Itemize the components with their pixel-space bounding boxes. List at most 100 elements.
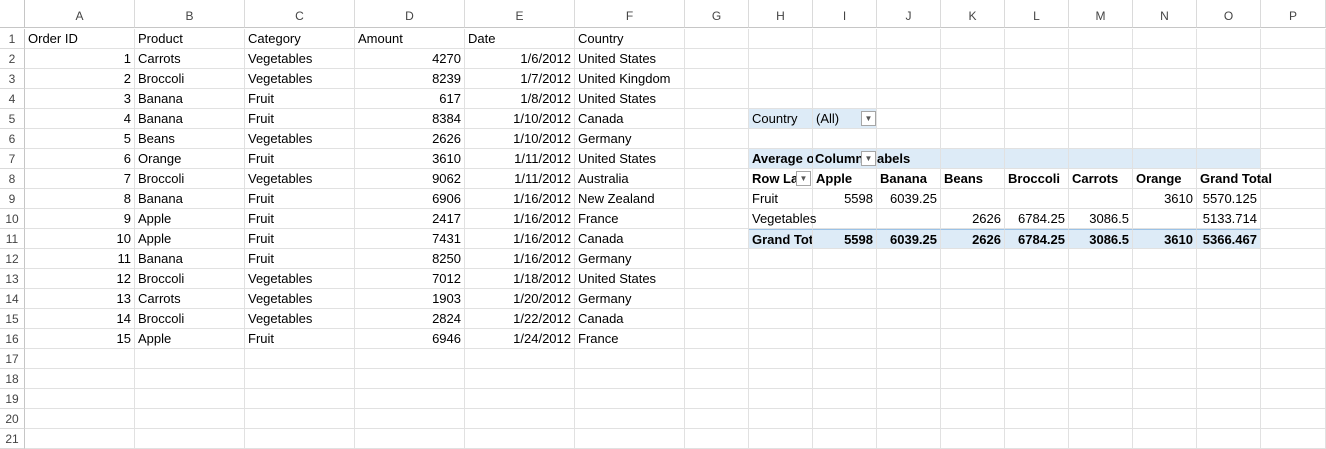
cell[interactable] <box>813 89 877 109</box>
cell[interactable] <box>941 129 1005 149</box>
cell[interactable] <box>749 389 813 409</box>
cell[interactable] <box>813 269 877 289</box>
table-cell[interactable]: 1/24/2012 <box>465 329 575 349</box>
table-cell[interactable]: United States <box>575 269 685 289</box>
cell[interactable] <box>1133 89 1197 109</box>
table-header-cell[interactable]: Amount <box>355 29 465 49</box>
cell[interactable] <box>749 289 813 309</box>
pivot-grand-total-label[interactable]: Grand Tot <box>749 229 813 249</box>
table-cell[interactable]: 1/16/2012 <box>465 189 575 209</box>
cell[interactable] <box>877 269 941 289</box>
cell[interactable] <box>1005 89 1069 109</box>
cell[interactable] <box>465 409 575 429</box>
cell[interactable] <box>1197 389 1261 409</box>
cell[interactable] <box>465 429 575 449</box>
cell[interactable] <box>749 369 813 389</box>
cell[interactable] <box>877 89 941 109</box>
cell[interactable] <box>685 269 749 289</box>
column-header-k[interactable]: K <box>941 0 1005 28</box>
cell[interactable] <box>1069 329 1133 349</box>
cell[interactable] <box>1197 289 1261 309</box>
cell[interactable] <box>877 249 941 269</box>
cell[interactable] <box>1069 389 1133 409</box>
cell[interactable] <box>355 349 465 369</box>
table-cell[interactable]: Vegetables <box>245 269 355 289</box>
cell[interactable] <box>941 89 1005 109</box>
pivot-column-header[interactable]: Grand Total <box>1197 169 1272 189</box>
cell[interactable] <box>465 349 575 369</box>
cell[interactable] <box>1197 409 1261 429</box>
cell[interactable] <box>1197 309 1261 329</box>
cell[interactable] <box>813 389 877 409</box>
cell[interactable] <box>1133 249 1197 269</box>
cell[interactable] <box>685 169 749 189</box>
cell[interactable] <box>1005 49 1069 69</box>
cell[interactable] <box>1069 309 1133 329</box>
cell[interactable] <box>813 69 877 89</box>
cell[interactable] <box>685 49 749 69</box>
table-cell[interactable]: 1/16/2012 <box>465 229 575 249</box>
table-cell[interactable]: 1/10/2012 <box>465 109 575 129</box>
cell[interactable] <box>1005 369 1069 389</box>
cell[interactable] <box>685 389 749 409</box>
cell[interactable] <box>1069 249 1133 269</box>
cell[interactable] <box>813 249 877 269</box>
table-cell[interactable]: Broccoli <box>135 269 245 289</box>
cell[interactable] <box>245 349 355 369</box>
cell[interactable] <box>1133 369 1197 389</box>
table-cell[interactable]: Beans <box>135 129 245 149</box>
select-all-corner[interactable] <box>0 0 25 28</box>
cell[interactable] <box>1197 109 1261 129</box>
cell[interactable] <box>941 369 1005 389</box>
cell[interactable] <box>1005 429 1069 449</box>
table-cell[interactable]: Australia <box>575 169 685 189</box>
column-header-o[interactable]: O <box>1197 0 1261 28</box>
table-cell[interactable]: 1/16/2012 <box>465 249 575 269</box>
cell[interactable] <box>1069 289 1133 309</box>
cell[interactable] <box>25 409 135 429</box>
cell[interactable] <box>1261 329 1326 349</box>
cell[interactable] <box>877 69 941 89</box>
table-cell[interactable]: 6 <box>25 149 135 169</box>
cell[interactable] <box>1133 349 1197 369</box>
table-cell[interactable]: Canada <box>575 309 685 329</box>
table-cell[interactable]: 3610 <box>355 149 465 169</box>
cell[interactable] <box>813 409 877 429</box>
table-cell[interactable]: Fruit <box>245 89 355 109</box>
row-header-21[interactable]: 21 <box>0 429 25 449</box>
table-cell[interactable]: Fruit <box>245 329 355 349</box>
pivot-filter-dropdown-icon[interactable]: ▼ <box>861 111 876 126</box>
cell[interactable] <box>1005 269 1069 289</box>
row-header-19[interactable]: 19 <box>0 389 25 409</box>
cell[interactable] <box>749 89 813 109</box>
pivot-grand-total-cell[interactable]: 6039.25 <box>877 229 941 249</box>
row-header-10[interactable]: 10 <box>0 209 25 229</box>
column-header-e[interactable]: E <box>465 0 575 28</box>
table-cell[interactable]: Apple <box>135 329 245 349</box>
cell[interactable] <box>1261 389 1326 409</box>
row-header-12[interactable]: 12 <box>0 249 25 269</box>
cell[interactable] <box>355 369 465 389</box>
pivot-grand-total-cell[interactable]: 3610 <box>1133 229 1197 249</box>
cell[interactable] <box>1261 209 1326 229</box>
pivot-column-header[interactable]: Banana <box>877 169 941 189</box>
cell[interactable] <box>877 309 941 329</box>
pivot-column-header[interactable]: Beans <box>941 169 1005 189</box>
cell[interactable] <box>1197 369 1261 389</box>
cell[interactable] <box>1133 69 1197 89</box>
cell[interactable] <box>1197 329 1261 349</box>
table-cell[interactable]: 1903 <box>355 289 465 309</box>
table-cell[interactable]: Broccoli <box>135 169 245 189</box>
table-cell[interactable]: 1/18/2012 <box>465 269 575 289</box>
table-cell[interactable]: Vegetables <box>245 49 355 69</box>
cell[interactable] <box>1197 429 1261 449</box>
cell[interactable] <box>941 409 1005 429</box>
cell[interactable] <box>749 429 813 449</box>
cell[interactable] <box>1133 109 1197 129</box>
column-header-h[interactable]: H <box>749 0 813 28</box>
cell[interactable] <box>245 369 355 389</box>
cell[interactable] <box>877 109 941 129</box>
cell[interactable] <box>877 349 941 369</box>
cell[interactable] <box>749 269 813 289</box>
pivot-row-labels-label[interactable]: Row La <box>749 169 813 189</box>
